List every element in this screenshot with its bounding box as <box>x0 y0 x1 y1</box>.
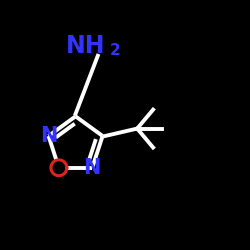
Text: N: N <box>84 158 101 178</box>
Polygon shape <box>51 160 67 176</box>
Text: NH: NH <box>66 34 105 58</box>
Text: N: N <box>40 126 57 146</box>
Text: 2: 2 <box>110 43 120 58</box>
